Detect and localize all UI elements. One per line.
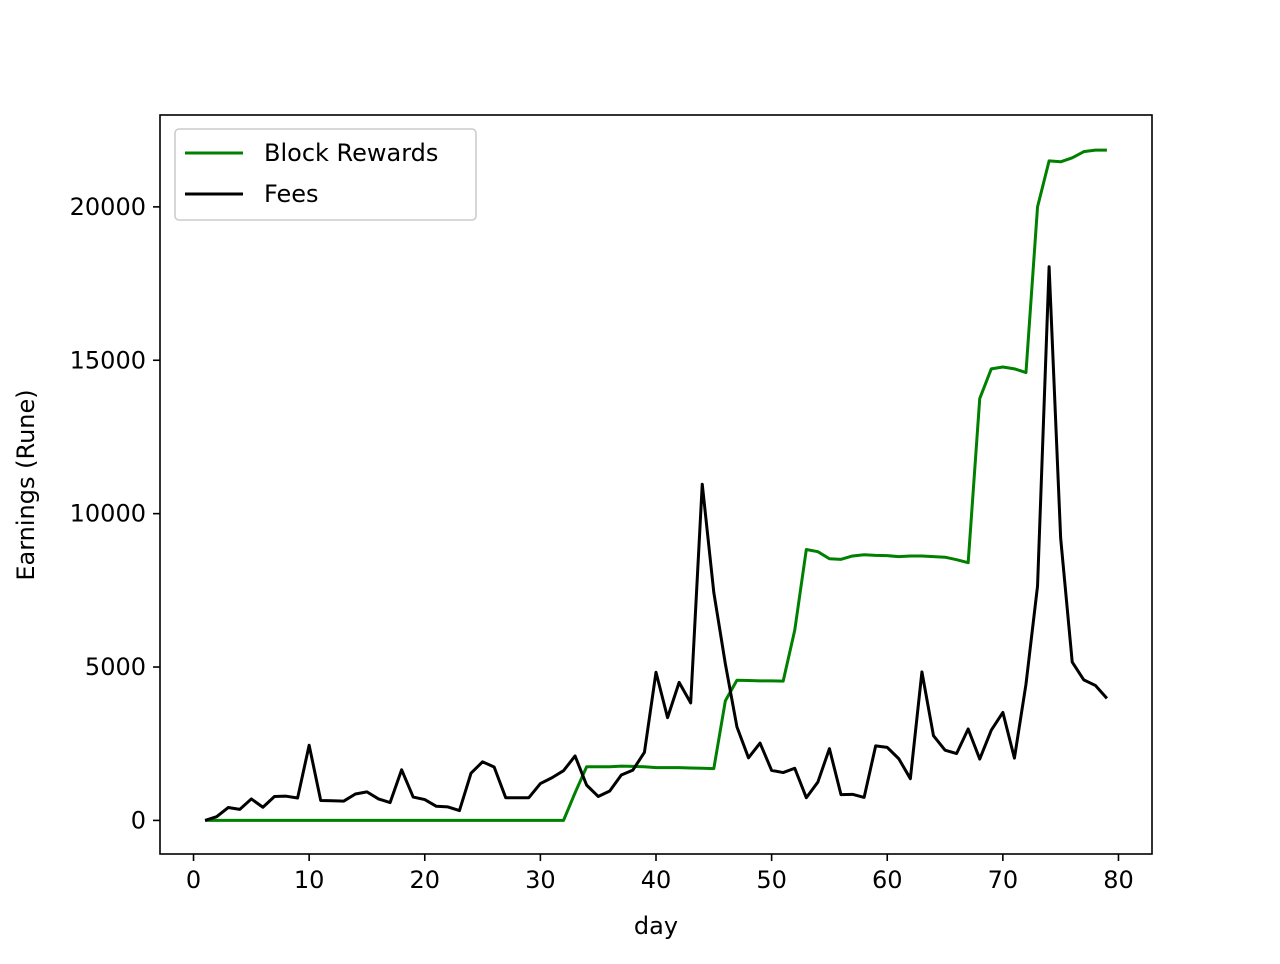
y-axis-label: Earnings (Rune) — [12, 389, 40, 580]
x-tick-label: 10 — [294, 866, 325, 894]
legend-label: Fees — [264, 180, 319, 208]
y-tick-label: 10000 — [70, 500, 146, 528]
axes-frame — [159, 114, 1153, 855]
x-tick-label: 0 — [186, 866, 201, 894]
y-tick-label: 20000 — [70, 193, 146, 221]
legend-label: Block Rewards — [264, 139, 438, 167]
x-axis-label: day — [634, 912, 678, 940]
x-tick-label: 80 — [1103, 866, 1134, 894]
x-tick-label: 50 — [756, 866, 787, 894]
x-tick-label: 20 — [409, 866, 440, 894]
y-tick-label: 5000 — [85, 653, 146, 681]
series-line — [205, 148, 1107, 822]
x-tick-label: 30 — [525, 866, 556, 894]
x-tick-label: 40 — [641, 866, 672, 894]
y-tick-label: 15000 — [70, 346, 146, 374]
x-tick-label: 60 — [872, 866, 903, 894]
series-line — [204, 265, 1109, 822]
legend-box — [174, 128, 477, 221]
y-tick-label: 0 — [131, 806, 146, 834]
x-tick-label: 70 — [988, 866, 1019, 894]
